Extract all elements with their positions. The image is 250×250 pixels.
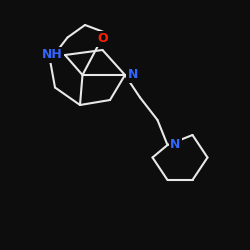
Text: NH: NH (42, 48, 63, 62)
Text: O: O (97, 32, 108, 46)
Text: N: N (128, 68, 138, 82)
Text: N: N (170, 138, 180, 151)
